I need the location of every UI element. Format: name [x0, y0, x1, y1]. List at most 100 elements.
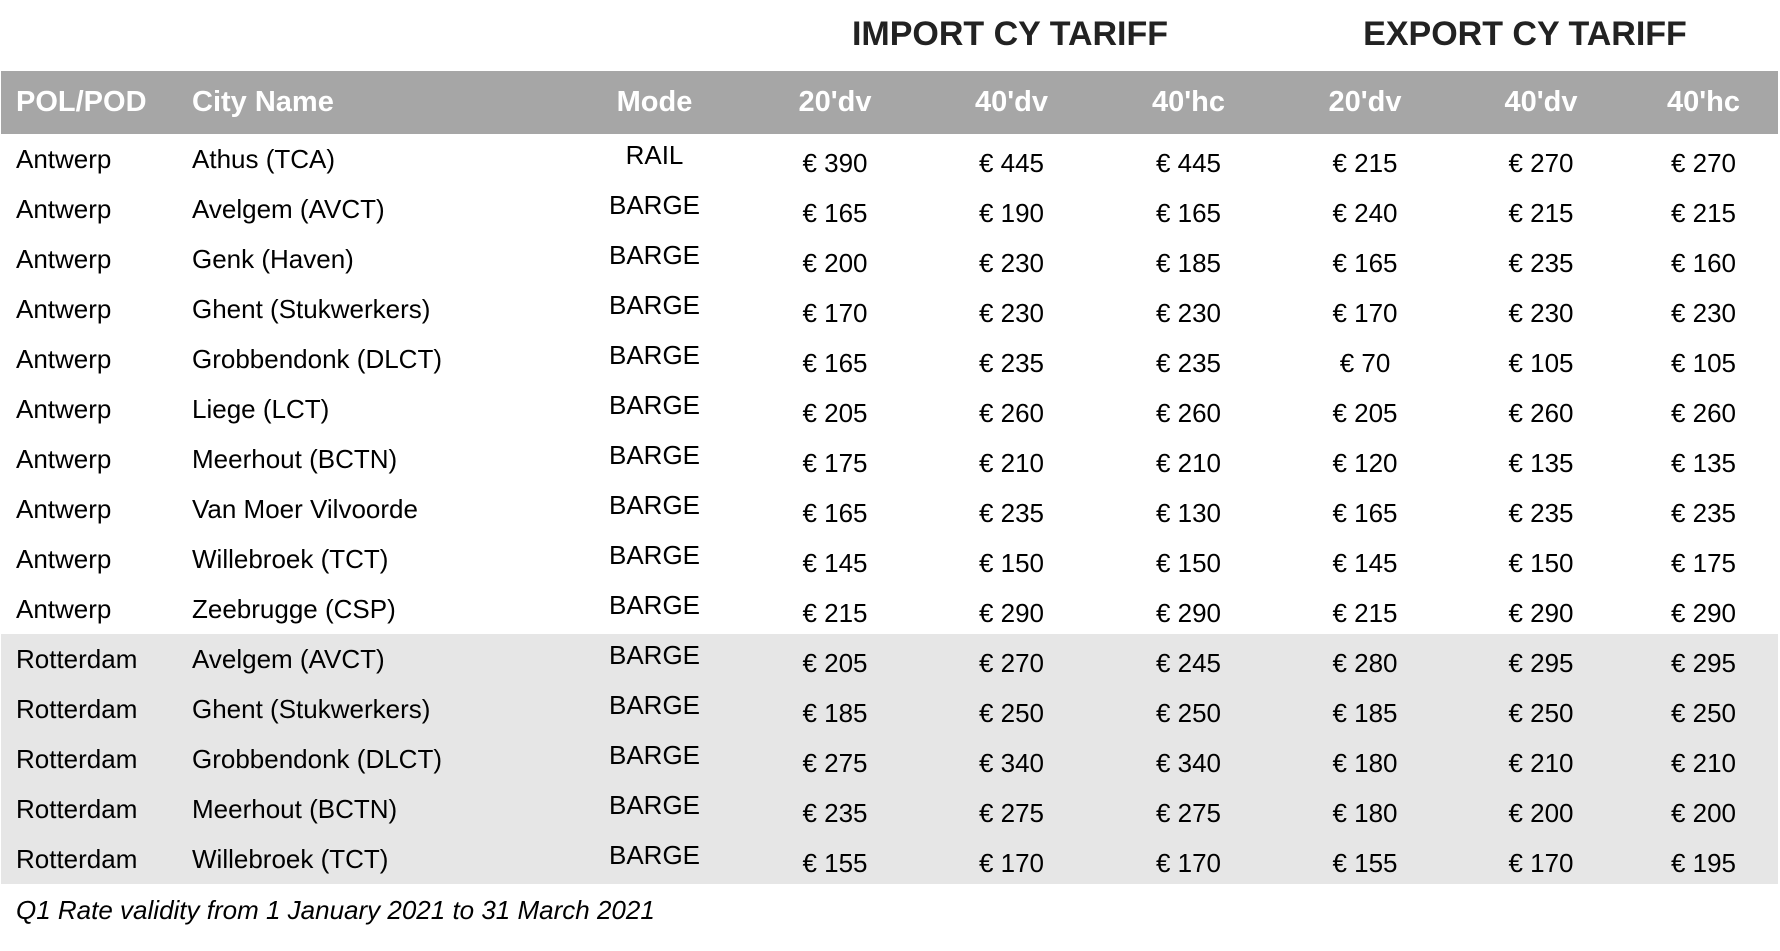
- import-20dv-cell: € 200: [802, 247, 868, 278]
- import-40hc-cell: € 210: [1155, 447, 1222, 478]
- city-name-cell: Genk (Haven): [192, 243, 354, 274]
- import-40hc-cell: € 165: [1155, 197, 1222, 228]
- import-20dv-cell: € 205: [802, 397, 868, 428]
- import-20dv-cell: € 170: [802, 297, 868, 328]
- col-header-export-40hc: 40'hc: [1667, 86, 1740, 118]
- export-20dv-cell: € 165: [1332, 247, 1398, 278]
- export-40dv-cell: € 200: [1508, 797, 1574, 828]
- export-40hc-cell: € 195: [1670, 847, 1737, 878]
- export-40dv-cell: € 170: [1508, 847, 1574, 878]
- import-20dv-cell: € 390: [802, 147, 868, 178]
- export-40hc-cell: € 270: [1670, 147, 1737, 178]
- export-40hc-cell: € 295: [1670, 647, 1737, 678]
- city-name-cell: Willebroek (TCT): [192, 543, 389, 574]
- table-row: Antwerp Zeebrugge (CSP) BARGE € 215 € 290 € 2…: [1, 584, 1778, 634]
- export-20dv-cell: € 280: [1332, 647, 1398, 678]
- export-40dv-cell: € 135: [1508, 447, 1574, 478]
- table-row: Rotterdam Meerhout (BCTN) BARGE € 235 € 275 €…: [1, 784, 1778, 834]
- import-20dv-cell: € 215: [802, 597, 868, 628]
- city-name-cell: Athus (TCA): [192, 143, 336, 174]
- import-20dv-cell: € 175: [802, 447, 868, 478]
- import-40hc-cell: € 260: [1155, 397, 1222, 428]
- import-20dv-cell: € 165: [802, 347, 868, 378]
- import-40dv-cell: € 170: [978, 847, 1045, 878]
- group-headers: IMPORT CY TARIFF EXPORT CY TARIFF: [0, 0, 1780, 72]
- export-40dv-cell: € 150: [1508, 547, 1574, 578]
- table-row: Antwerp Meerhout (BCTN) BARGE € 175 € 210 € 2…: [1, 434, 1778, 484]
- city-name-cell: Van Moer Vilvoorde: [192, 493, 418, 524]
- export-20dv-cell: € 120: [1332, 447, 1398, 478]
- import-40dv-cell: € 235: [978, 497, 1045, 528]
- export-40hc-cell: € 105: [1670, 347, 1737, 378]
- table-row: Antwerp Liege (LCT) BARGE € 205 € 260 € 260 € …: [1, 384, 1778, 434]
- pol-pod-cell: Rotterdam: [16, 743, 138, 774]
- mode-cell: BARGE: [608, 389, 701, 420]
- export-20dv-cell: € 180: [1332, 797, 1398, 828]
- export-40dv-cell: € 230: [1508, 297, 1574, 328]
- import-20dv-cell: € 185: [802, 697, 868, 728]
- export-40hc-cell: € 210: [1670, 747, 1737, 778]
- export-20dv-cell: € 205: [1332, 397, 1398, 428]
- mode-cell: BARGE: [608, 689, 701, 720]
- import-20dv-cell: € 145: [802, 547, 868, 578]
- import-40dv-cell: € 150: [978, 547, 1045, 578]
- city-name-cell: Ghent (Stukwerkers): [192, 293, 431, 324]
- export-40dv-cell: € 215: [1508, 197, 1574, 228]
- mode-cell: BARGE: [608, 489, 701, 520]
- pol-pod-cell: Antwerp: [16, 543, 112, 574]
- tariff-table: POL/POD City Name Mode 20'dv 40'dv 40'hc…: [1, 71, 1778, 884]
- export-40hc-cell: € 215: [1670, 197, 1737, 228]
- export-20dv-cell: € 145: [1332, 547, 1398, 578]
- pol-pod-cell: Antwerp: [16, 143, 112, 174]
- import-40hc-cell: € 290: [1155, 597, 1222, 628]
- pol-pod-cell: Rotterdam: [16, 843, 138, 874]
- export-40hc-cell: € 260: [1670, 397, 1737, 428]
- pol-pod-cell: Rotterdam: [16, 793, 138, 824]
- import-20dv-cell: € 205: [802, 647, 868, 678]
- export-40dv-cell: € 260: [1508, 397, 1574, 428]
- table-row: Rotterdam Ghent (Stukwerkers) BARGE € 185 € …: [1, 684, 1778, 734]
- table-row: Antwerp Van Moer Vilvoorde BARGE € 165 € 235…: [1, 484, 1778, 534]
- city-name-cell: Ghent (Stukwerkers): [192, 693, 431, 724]
- column-header-row: POL/POD City Name Mode 20'dv 40'dv 40'hc…: [1, 71, 1778, 134]
- import-40dv-cell: € 230: [978, 297, 1045, 328]
- pol-pod-cell: Antwerp: [16, 593, 112, 624]
- pol-pod-cell: Antwerp: [16, 443, 112, 474]
- import-40hc-cell: € 275: [1155, 797, 1222, 828]
- import-40hc-cell: € 185: [1155, 247, 1222, 278]
- export-40dv-cell: € 105: [1508, 347, 1574, 378]
- pol-pod-cell: Rotterdam: [16, 693, 138, 724]
- col-header-import-40dv: 40'dv: [975, 86, 1048, 118]
- import-20dv-cell: € 165: [802, 197, 868, 228]
- export-20dv-cell: € 215: [1332, 597, 1398, 628]
- city-name-cell: Willebroek (TCT): [192, 843, 389, 874]
- export-40dv-cell: € 235: [1508, 247, 1574, 278]
- mode-cell: BARGE: [608, 739, 701, 770]
- import-40dv-cell: € 230: [978, 247, 1045, 278]
- import-40hc-cell: € 130: [1155, 497, 1222, 528]
- import-40dv-cell: € 190: [978, 197, 1045, 228]
- import-40hc-cell: € 230: [1155, 297, 1222, 328]
- city-name-cell: Zeebrugge (CSP): [192, 593, 396, 624]
- mode-cell: BARGE: [608, 289, 701, 320]
- table-row: Antwerp Genk (Haven) BARGE € 200 € 230 € 185 €…: [1, 234, 1778, 284]
- import-40hc-cell: € 235: [1155, 347, 1222, 378]
- pol-pod-cell: Antwerp: [16, 493, 112, 524]
- table-row: Antwerp Willebroek (TCT) BARGE € 145 € 150 € …: [1, 534, 1778, 584]
- table-row: Antwerp Avelgem (AVCT) BARGE € 165 € 190 € 16…: [1, 184, 1778, 234]
- export-20dv-cell: € 170: [1332, 297, 1398, 328]
- export-40dv-cell: € 270: [1508, 147, 1574, 178]
- export-40hc-cell: € 235: [1670, 497, 1737, 528]
- city-name-cell: Grobbendonk (DLCT): [192, 743, 442, 774]
- import-40hc-cell: € 445: [1155, 147, 1222, 178]
- import-20dv-cell: € 165: [802, 497, 868, 528]
- mode-cell: BARGE: [608, 839, 701, 870]
- table-row: Antwerp Athus (TCA) RAIL € 390 € 445 € 445 € 2…: [1, 134, 1778, 184]
- export-40hc-cell: € 290: [1670, 597, 1737, 628]
- export-40dv-cell: € 295: [1508, 647, 1574, 678]
- export-20dv-cell: € 165: [1332, 497, 1398, 528]
- table-row: Rotterdam Avelgem (AVCT) BARGE € 205 € 270 € …: [1, 634, 1778, 684]
- import-40dv-cell: € 290: [978, 597, 1045, 628]
- pol-pod-cell: Antwerp: [16, 293, 112, 324]
- pol-pod-cell: Antwerp: [16, 193, 112, 224]
